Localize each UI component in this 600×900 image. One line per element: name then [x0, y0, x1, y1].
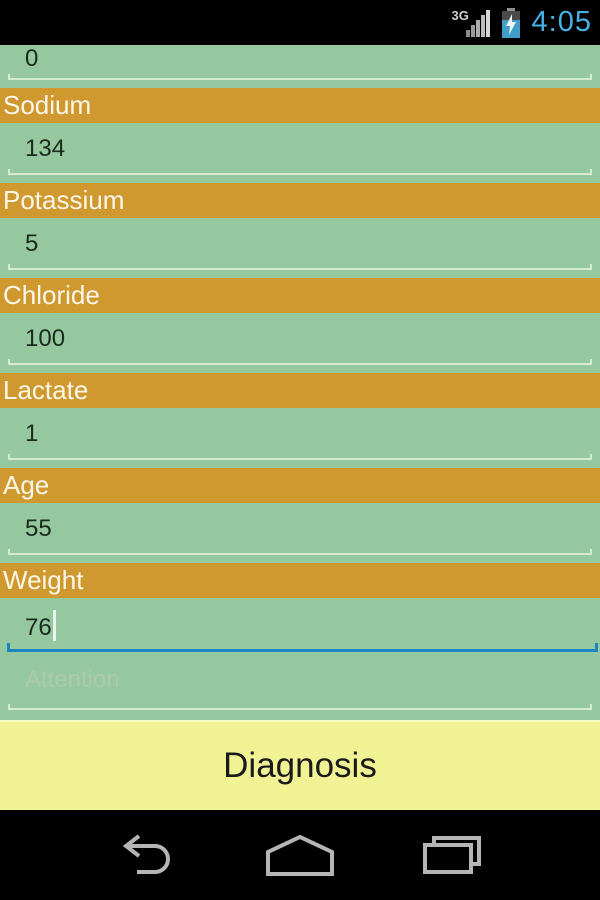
chloride-label: Chloride: [0, 278, 600, 313]
edittext-underline: [8, 454, 592, 460]
edittext-underline: [8, 169, 592, 175]
attention-input[interactable]: [25, 666, 580, 694]
clock: 4:05: [531, 6, 592, 38]
age-label: Age: [0, 468, 600, 503]
potassium-value: 5: [25, 230, 39, 257]
battery-charging-icon: [501, 7, 520, 38]
edittext-underline: [8, 549, 592, 555]
weight-value: 76: [25, 610, 56, 642]
status-bar: 3G 4:05: [0, 0, 600, 45]
recent-apps-icon: [423, 836, 481, 874]
sodium-value: 134: [25, 135, 66, 162]
lactate-label: Lactate: [0, 373, 600, 408]
sodium-input[interactable]: 134: [0, 123, 600, 183]
home-button[interactable]: [224, 810, 376, 900]
age-value: 55: [25, 515, 52, 542]
navigation-bar: [0, 810, 600, 900]
network-type-label: 3G: [451, 7, 469, 23]
attention-field[interactable]: [0, 658, 600, 720]
potassium-label: Potassium: [0, 183, 600, 218]
sodium-label: Sodium: [0, 88, 600, 123]
signal-bars-icon: [465, 9, 490, 37]
text-cursor: [52, 610, 56, 641]
weight-input[interactable]: 76: [0, 598, 600, 658]
partial-top-field[interactable]: 0: [0, 45, 600, 88]
lactate-value: 1: [25, 420, 39, 447]
weight-label: Weight: [0, 563, 600, 598]
edittext-underline: [8, 74, 592, 80]
diagnosis-button[interactable]: Diagnosis: [0, 720, 600, 810]
chloride-input[interactable]: 100: [0, 313, 600, 373]
back-arrow-icon: [122, 834, 170, 874]
edittext-underline: [8, 359, 592, 365]
edittext-underline-focused: [7, 643, 598, 652]
signal-strength-icon: 3G: [452, 7, 490, 39]
partial-field-value: 0: [25, 45, 39, 72]
back-button[interactable]: [72, 810, 224, 900]
potassium-input[interactable]: 5: [0, 218, 600, 278]
edittext-underline: [8, 704, 592, 710]
edittext-underline: [8, 264, 592, 270]
recents-button[interactable]: [376, 810, 528, 900]
chloride-value: 100: [25, 325, 66, 352]
home-icon: [266, 834, 334, 876]
age-input[interactable]: 55: [0, 503, 600, 563]
lactate-input[interactable]: 1: [0, 408, 600, 468]
